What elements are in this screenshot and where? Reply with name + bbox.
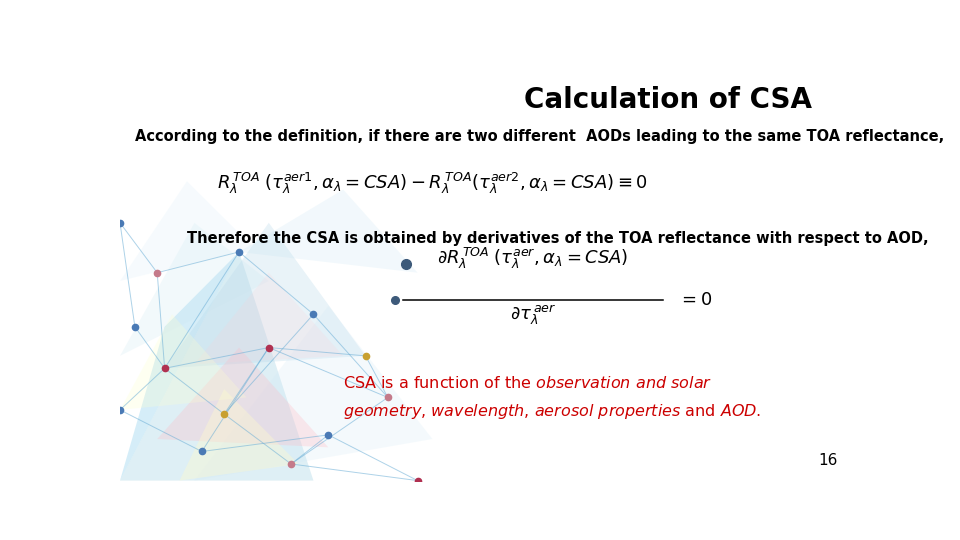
Polygon shape	[180, 389, 299, 481]
Text: 16: 16	[819, 453, 838, 468]
Polygon shape	[120, 252, 313, 481]
Polygon shape	[194, 306, 432, 481]
Text: $R^{\,TOA}_{\lambda}\;(\tau^{aer1}_{\lambda},\alpha_{\lambda}=CSA)-R^{\,TOA}_{\l: $R^{\,TOA}_{\lambda}\;(\tau^{aer1}_{\lam…	[217, 171, 648, 196]
Text: $\mathit{geometry}$, $\mathit{wavelength}$, $\mathit{aerosol\ properties}$ and $: $\mathit{geometry}$, $\mathit{wavelength…	[344, 402, 761, 422]
Text: $=0$: $=0$	[678, 291, 712, 309]
Text: According to the definition, if there are two different  AODs leading to the sam: According to the definition, if there ar…	[134, 129, 944, 144]
Polygon shape	[194, 273, 344, 364]
Polygon shape	[239, 190, 418, 273]
Text: Therefore the CSA is obtained by derivatives of the TOA reflectance with respect: Therefore the CSA is obtained by derivat…	[187, 231, 928, 246]
Text: $\partial\tau^{\,aer}_{\lambda}$: $\partial\tau^{\,aer}_{\lambda}$	[510, 303, 556, 327]
Polygon shape	[120, 223, 269, 356]
Text: Calculation of CSA: Calculation of CSA	[524, 85, 812, 113]
Polygon shape	[120, 252, 239, 481]
Polygon shape	[120, 181, 253, 281]
Polygon shape	[120, 314, 247, 410]
Polygon shape	[165, 223, 366, 368]
Text: $\partial R^{\,TOA}_{\lambda}\;(\tau^{aer}_{\lambda},\alpha_{\lambda}=CSA)$: $\partial R^{\,TOA}_{\lambda}\;(\tau^{ae…	[437, 246, 629, 272]
Text: CSA is a function of the $\mathit{observation\ and\ solar}$: CSA is a function of the $\mathit{observ…	[344, 375, 712, 391]
Polygon shape	[157, 348, 328, 447]
